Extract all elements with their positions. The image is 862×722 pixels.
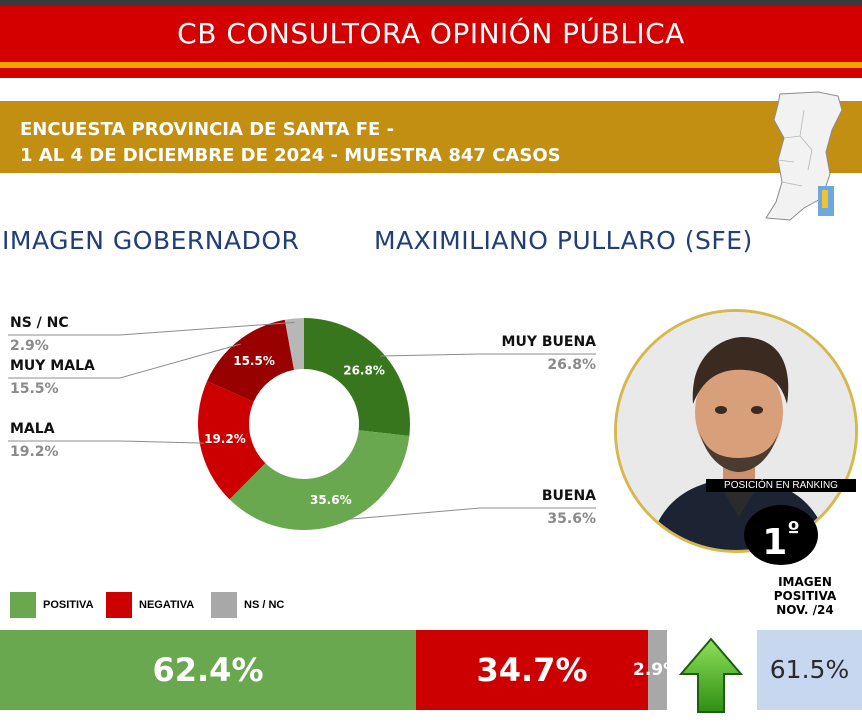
outside-value-buena: 35.6% — [547, 511, 596, 527]
summary-bar-positive — [0, 630, 416, 710]
summary-value-positive: 62.4% — [152, 651, 264, 689]
survey-details: 1 AL 4 DE DICIEMBRE DE 2024 - MUESTRA 84… — [20, 145, 561, 166]
previous-image-note: IMAGEN POSITIVA NOV. /24 — [760, 575, 850, 617]
governor-portrait — [614, 309, 858, 553]
ranking-badge: 1º — [744, 505, 818, 565]
ranking-ordinal: º — [787, 518, 800, 543]
slice-value-muy-mala: 15.5% — [233, 354, 275, 368]
previous-positive-value: 61.5% — [757, 630, 862, 710]
outside-value-muy-buena: 26.8% — [547, 357, 596, 373]
summary-bar-negative — [416, 630, 648, 710]
outside-label-muy-buena: MUY BUENA — [502, 334, 597, 350]
summary-value-negative: 34.7% — [476, 651, 588, 689]
slice-value-buena: 35.6% — [310, 493, 352, 507]
note-line-2: POSITIVA — [773, 589, 837, 603]
santa-fe-map-icon — [765, 91, 842, 221]
note-line-1: IMAGEN — [778, 575, 832, 589]
page-title: CB CONSULTORA OPINIÓN PÚBLICA — [0, 6, 862, 62]
outside-label-muy-mala: MUY MALA — [10, 358, 95, 374]
leader-line-muy-mala — [8, 343, 241, 379]
slice-value-muy-buena: 26.8% — [343, 363, 385, 377]
outside-value-mala: 19.2% — [10, 444, 59, 460]
slice-mala — [198, 381, 266, 500]
slice-muy-buena — [304, 318, 410, 436]
legend-swatch-positive — [10, 592, 36, 618]
slice-buena — [229, 430, 410, 530]
legend-label-nsnc: NS / NC — [244, 599, 285, 611]
outside-value-ns-nc: 2.9% — [10, 338, 49, 354]
outside-label-buena: BUENA — [542, 488, 596, 504]
summary-value-nsnc: 2.9% — [633, 660, 681, 680]
top-strip — [0, 0, 862, 6]
summary-bar-nsnc — [648, 630, 667, 710]
leader-line-muy-buena — [380, 353, 596, 357]
heading-governor-name: MAXIMILIANO PULLARO (SFE) — [374, 226, 753, 255]
leader-line-ns-nc — [8, 321, 295, 336]
portrait-illustration — [617, 312, 855, 550]
outside-label-ns-nc: NS / NC — [10, 315, 69, 331]
slice-value-mala: 19.2% — [204, 432, 246, 446]
heading-image: IMAGEN GOBERNADOR — [2, 226, 300, 255]
leader-line-buena — [337, 507, 596, 521]
ranking-position: 1 — [762, 522, 788, 563]
donut-chart: 26.8% 35.6% 19.2% 15.5% MUY BUENA 26.8% BUENA… — [8, 315, 597, 530]
outside-label-mala: MALA — [10, 421, 55, 437]
legend-label-negative: NEGATIVA — [139, 599, 195, 611]
decorative-stripe-red — [0, 68, 862, 78]
outside-value-muy-mala: 15.5% — [10, 381, 59, 397]
note-line-3: NOV. /24 — [776, 603, 834, 617]
up-arrow-icon — [678, 637, 744, 713]
leader-line-mala — [8, 440, 204, 444]
survey-banner: ENCUESTA PROVINCIA DE SANTA FE - 1 AL 4 … — [0, 101, 862, 173]
decorative-stripe-orange — [0, 62, 862, 68]
slice-muy-mala — [206, 319, 295, 402]
survey-title: ENCUESTA PROVINCIA DE SANTA FE - — [20, 119, 395, 140]
legend-label-positive: POSITIVA — [43, 599, 94, 611]
legend-swatch-nsnc — [211, 592, 237, 618]
ranking-label: POSICIÓN EN RANKING — [706, 479, 856, 492]
slice-ns-nc — [284, 318, 304, 370]
legend-swatch-negative — [106, 592, 132, 618]
